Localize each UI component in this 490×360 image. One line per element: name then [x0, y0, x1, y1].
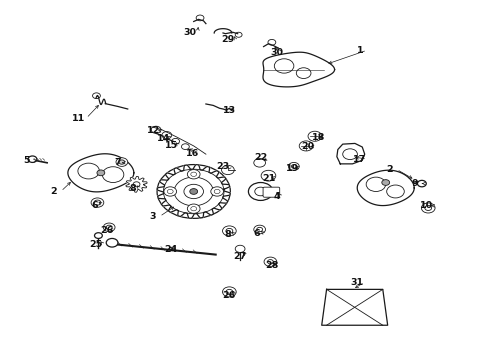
Text: 26: 26 [223, 291, 236, 300]
Polygon shape [126, 176, 147, 192]
Text: 3: 3 [149, 212, 155, 221]
Circle shape [261, 170, 276, 181]
Text: 26: 26 [100, 226, 114, 235]
Text: 16: 16 [186, 149, 199, 158]
Text: 14: 14 [157, 134, 170, 143]
Text: 25: 25 [89, 240, 102, 249]
Text: 21: 21 [262, 174, 275, 183]
Text: 13: 13 [223, 105, 236, 114]
FancyBboxPatch shape [263, 187, 280, 197]
Circle shape [187, 170, 200, 179]
Text: 18: 18 [312, 133, 325, 142]
Text: 11: 11 [72, 114, 85, 123]
Polygon shape [157, 165, 230, 218]
Circle shape [289, 162, 299, 170]
Circle shape [417, 180, 426, 187]
Text: 1: 1 [357, 46, 363, 55]
Circle shape [296, 68, 311, 78]
Circle shape [106, 238, 118, 247]
Circle shape [235, 245, 245, 252]
Text: 22: 22 [254, 153, 268, 162]
Text: 24: 24 [164, 246, 177, 255]
Text: 8: 8 [129, 184, 136, 193]
Circle shape [274, 59, 294, 73]
Text: 19: 19 [286, 164, 299, 173]
Text: 9: 9 [412, 179, 418, 188]
Text: 7: 7 [115, 158, 121, 167]
Circle shape [91, 198, 104, 207]
Circle shape [187, 204, 200, 213]
Text: 15: 15 [165, 141, 178, 150]
Circle shape [254, 158, 266, 167]
Text: 31: 31 [351, 278, 364, 287]
Text: 2: 2 [50, 187, 57, 196]
Circle shape [264, 257, 277, 266]
Polygon shape [322, 289, 388, 325]
Text: 28: 28 [265, 261, 278, 270]
Polygon shape [337, 143, 365, 164]
Text: 8: 8 [224, 230, 231, 239]
Text: 10: 10 [420, 201, 433, 210]
Text: 4: 4 [273, 192, 280, 201]
Circle shape [308, 131, 322, 141]
Circle shape [95, 233, 102, 238]
Circle shape [116, 158, 128, 166]
Polygon shape [68, 154, 134, 192]
Polygon shape [357, 170, 414, 206]
Polygon shape [263, 52, 335, 87]
Circle shape [103, 223, 115, 231]
Circle shape [299, 141, 313, 151]
Circle shape [221, 165, 234, 175]
Text: 29: 29 [221, 35, 235, 44]
Text: 5: 5 [23, 157, 29, 166]
Circle shape [211, 187, 223, 196]
Circle shape [157, 165, 230, 219]
Circle shape [248, 183, 273, 201]
Circle shape [190, 189, 197, 194]
Circle shape [421, 203, 435, 213]
Circle shape [97, 170, 105, 176]
Text: 20: 20 [301, 142, 314, 151]
Circle shape [382, 180, 390, 185]
Text: 30: 30 [270, 48, 283, 57]
Circle shape [254, 225, 266, 234]
Text: 6: 6 [253, 229, 260, 238]
Text: 23: 23 [217, 162, 230, 171]
Circle shape [28, 156, 37, 162]
Circle shape [119, 160, 125, 164]
Text: 30: 30 [184, 28, 197, 37]
Circle shape [222, 287, 236, 297]
Text: 2: 2 [386, 165, 392, 174]
Text: 27: 27 [234, 252, 247, 261]
Circle shape [222, 226, 236, 236]
Text: 6: 6 [92, 201, 98, 210]
Circle shape [164, 187, 176, 196]
Text: 12: 12 [147, 126, 160, 135]
Text: 17: 17 [353, 155, 367, 164]
